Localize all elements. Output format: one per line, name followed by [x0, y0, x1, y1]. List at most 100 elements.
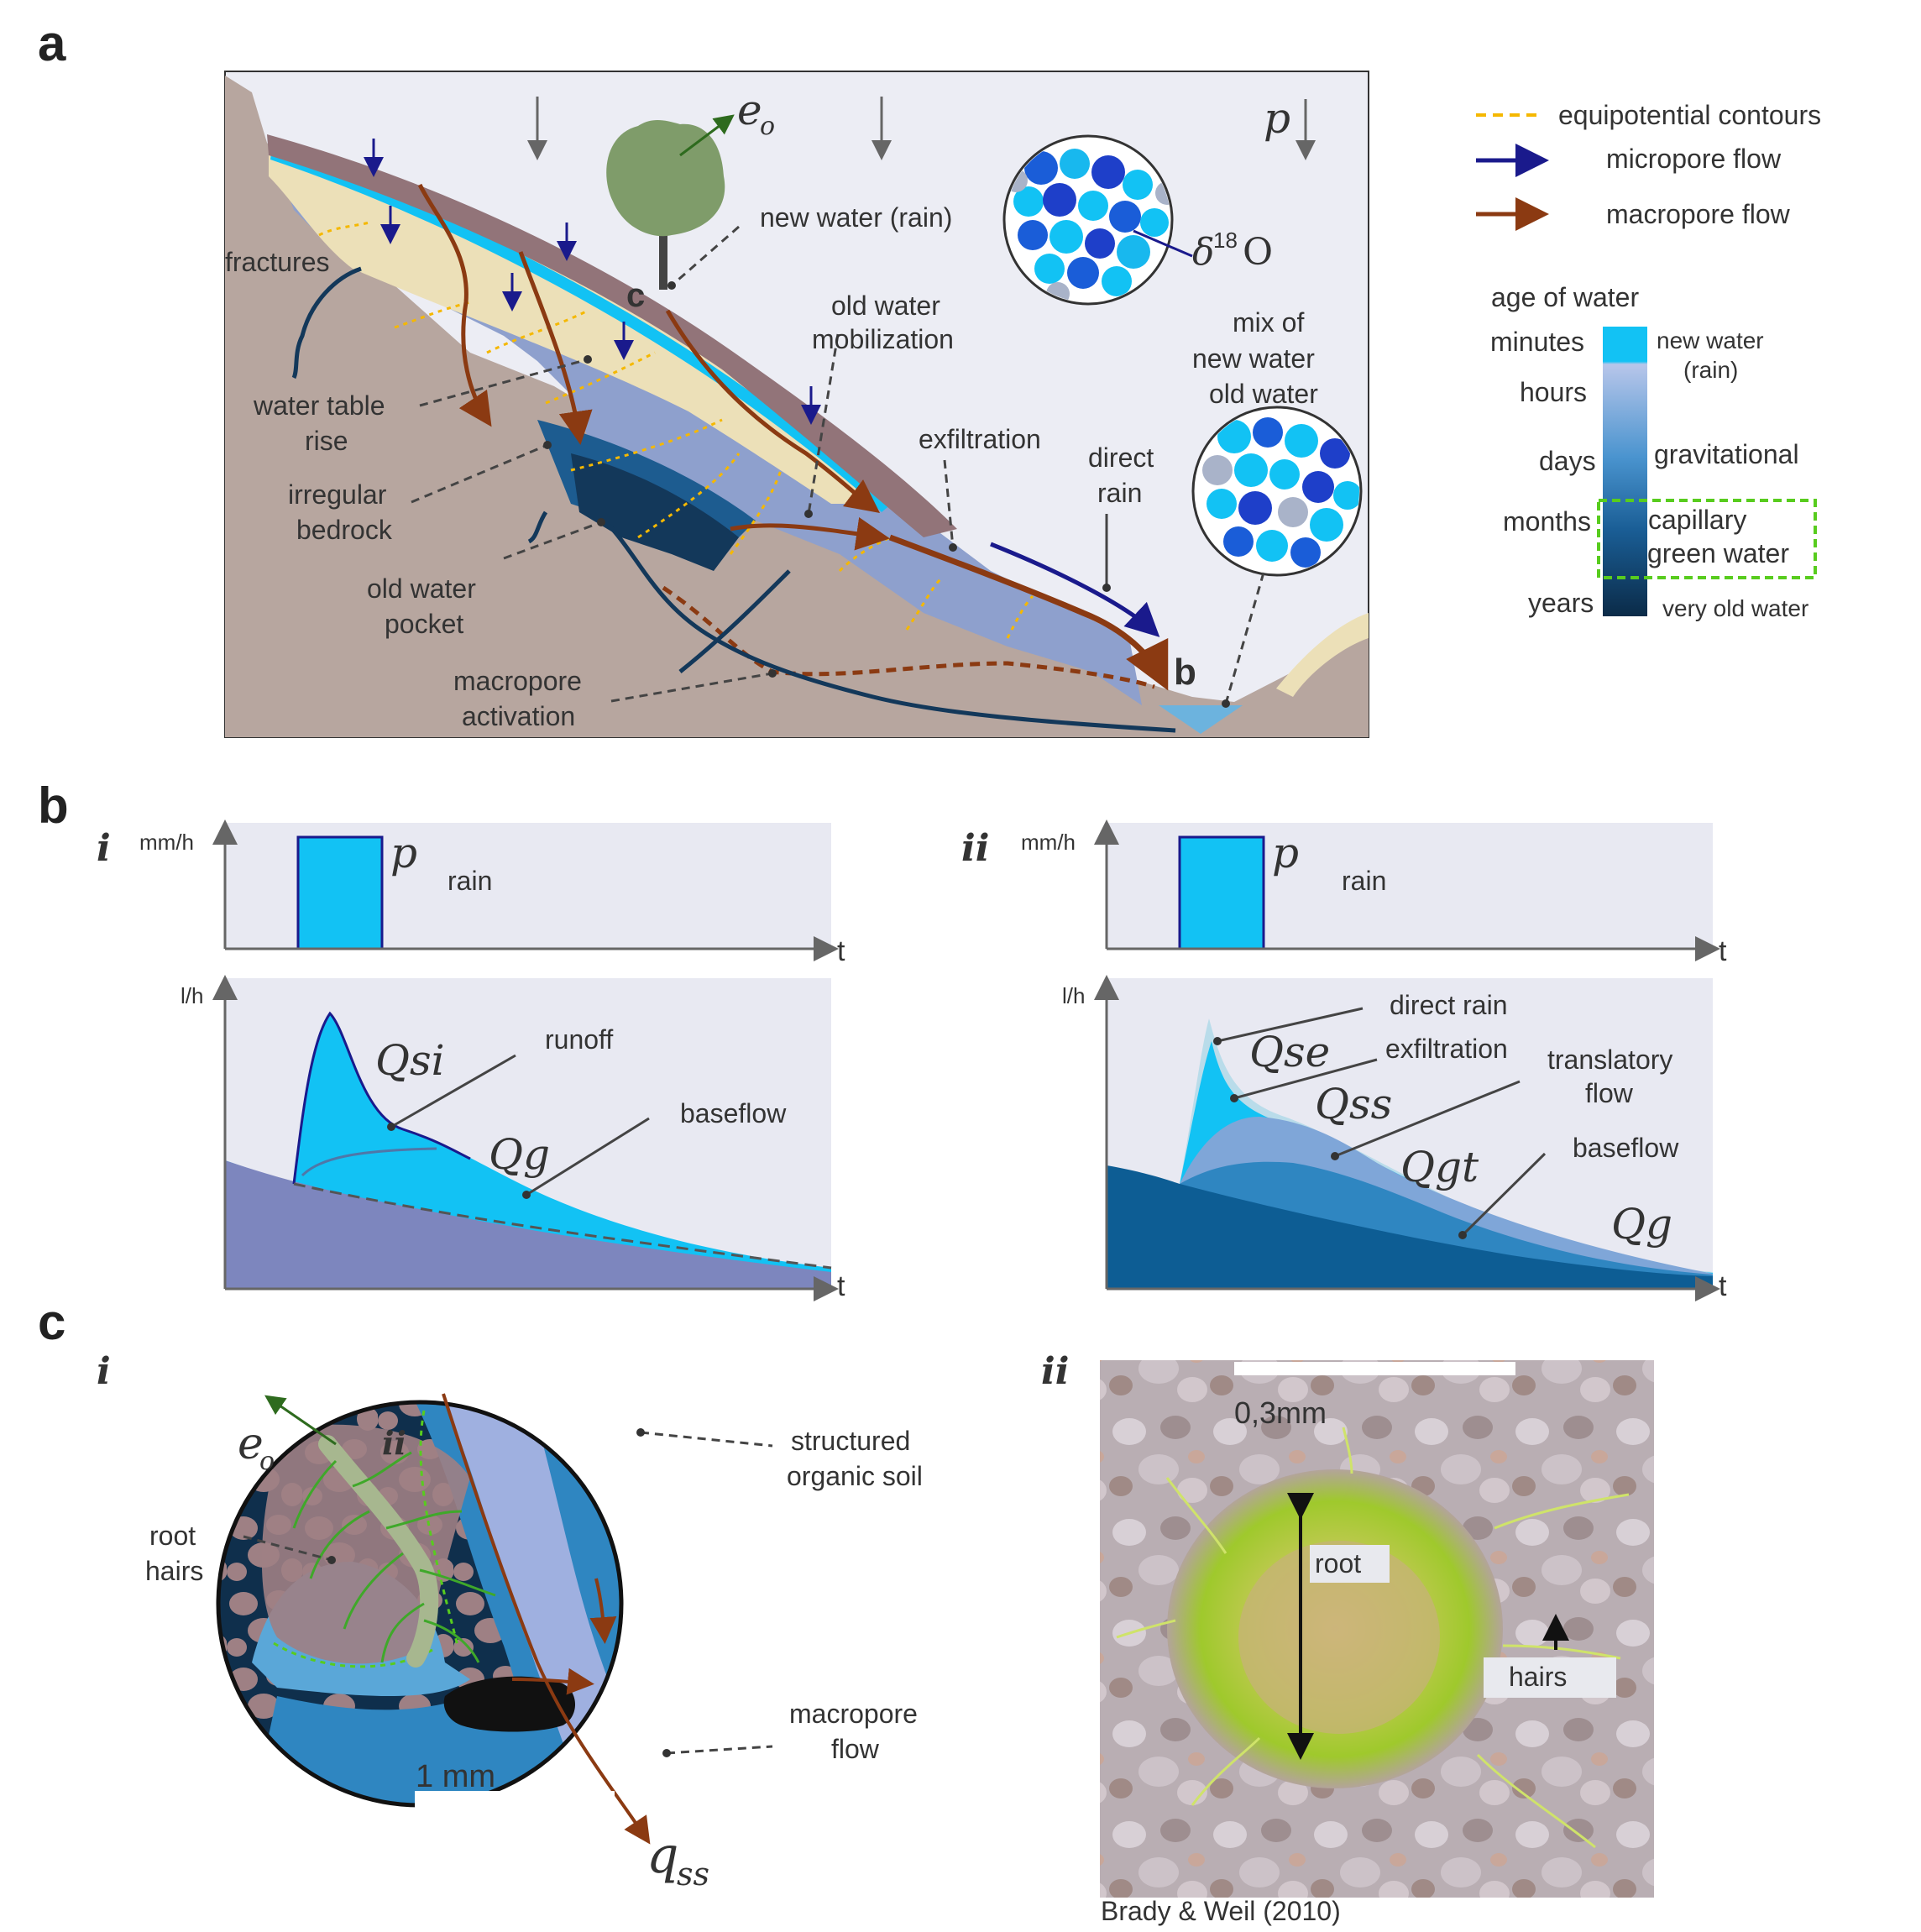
precip-symbol: p: [1264, 94, 1290, 143]
Qsi-label: Qsi: [375, 1036, 445, 1085]
label-exfiltration: exfiltration: [919, 424, 1041, 454]
baseflow-area: [225, 1160, 831, 1289]
evap-arrow-c: [264, 1395, 337, 1446]
ylabel-top-ii: mm/h: [1021, 830, 1076, 855]
macropore-label-c-1: macropore: [789, 1699, 918, 1729]
q-symbol: q: [646, 1826, 678, 1885]
valley-soil: [1276, 613, 1369, 697]
structured-label-2: organic soil: [787, 1461, 923, 1491]
age-colorbar: [1603, 327, 1647, 616]
sub-label-ci: i: [97, 1350, 111, 1393]
xlabel-top-ii: t: [1719, 935, 1727, 967]
p-symbol-i: p: [390, 829, 417, 877]
direct-rain-dot-ii: [1213, 1037, 1222, 1045]
isotope-element: O: [1243, 231, 1273, 274]
label-bedrock-1: irregular: [288, 479, 387, 510]
structured-label-1: structured: [791, 1426, 910, 1456]
panel-label-a: a: [38, 15, 66, 71]
root-hairs-leader: [243, 1535, 332, 1562]
tree-icon: [606, 120, 725, 290]
translatory-label-1: translatory: [1547, 1045, 1672, 1075]
new-water-inset: [1002, 134, 1174, 306]
root-hairs-label-2: hairs: [145, 1556, 203, 1586]
baseflow-label-ii: baseflow: [1573, 1133, 1679, 1163]
evap-arrow: [679, 114, 735, 157]
marker-b: b: [1174, 652, 1196, 693]
marker-c: c: [626, 277, 645, 314]
runoff-dot: [387, 1123, 395, 1131]
structured-dot: [636, 1428, 645, 1437]
hairs-label: hairs: [1509, 1662, 1567, 1692]
label-mix-1: mix of: [1233, 307, 1304, 338]
mixed-water-inset: [1191, 406, 1363, 577]
ii-mark: ii: [382, 1424, 406, 1462]
class-capillary: capillary: [1648, 505, 1746, 535]
root-label-bg: [1310, 1545, 1390, 1583]
age-hours: hours: [1520, 377, 1587, 407]
baseflow-label-i: baseflow: [680, 1098, 787, 1128]
panel-label-b: b: [38, 778, 69, 834]
Qg-label-ii: Qg: [1611, 1200, 1672, 1249]
evap-subscript: o: [760, 112, 775, 141]
isotope-pointer: [1133, 229, 1193, 258]
label-direct-rain-2: rain: [1097, 478, 1142, 508]
root-hairs-label-1: root: [149, 1521, 196, 1551]
bedrock: [225, 76, 1369, 737]
label-water-table-2: rise: [305, 426, 348, 456]
label-old-water-1: old water: [831, 291, 940, 321]
legend-equipotential: equipotential contours: [1558, 100, 1821, 130]
rain-label-ii: rain: [1342, 866, 1386, 896]
ylabel-bottom-i: l/h: [181, 983, 203, 1008]
organic-top-layer: [267, 134, 957, 537]
label-mix-2: new water: [1192, 343, 1315, 374]
soil-microscale-circle: e o ii 1 mm q ss root hairs structured o…: [145, 1393, 923, 1893]
age-days: days: [1539, 446, 1596, 476]
root-icon: [318, 1435, 439, 1668]
label-water-table-1: water table: [253, 390, 385, 421]
age-months: months: [1503, 506, 1591, 537]
legend: equipotential contours micropore flow ma…: [1476, 100, 1821, 621]
legend-macropore: macropore flow: [1606, 199, 1791, 229]
root-hairs-dot: [327, 1556, 336, 1564]
structured-leader: [640, 1431, 773, 1448]
direct-rain-leader-ii: [1217, 1007, 1364, 1043]
qsi-inner-curve: [301, 1147, 437, 1177]
evap-symbol-c: e: [238, 1419, 264, 1469]
root-micrograph: 0,3mm root hairs: [1100, 1360, 1654, 1898]
Qse-label: Qse: [1249, 1028, 1330, 1076]
label-pocket-1: old water: [367, 573, 476, 604]
qsi-curve: [292, 1011, 471, 1185]
macropore-dot-c: [662, 1749, 671, 1757]
sub-label-bii: ii: [961, 827, 989, 870]
aggregate: [261, 1424, 470, 1664]
class-new-1: new water: [1657, 327, 1764, 353]
evap-symbol: e: [737, 86, 762, 134]
baseflow-leader-i: [526, 1117, 650, 1196]
leader-dots: [543, 281, 1230, 708]
direct-rain-arrow: [990, 542, 1160, 637]
exfiltration-dot-ii: [1230, 1094, 1238, 1102]
runoff-label: runoff: [545, 1024, 613, 1055]
leader-lines: [411, 225, 1265, 704]
p-symbol-ii: p: [1272, 829, 1299, 877]
hydrograph-ii: l/h t Qse Qss Qgt Qg direct rain exfiltr…: [1062, 975, 1727, 1302]
hydrograph-i: l/h t Qsi Qg runoff baseflow: [181, 975, 845, 1302]
age-years: years: [1528, 588, 1594, 618]
green-water-box: [1597, 499, 1817, 579]
stream: [1159, 705, 1243, 734]
root-label: root: [1315, 1548, 1361, 1579]
green-water-contour-2: [419, 1410, 459, 1647]
hyetograph-i: mm/h t p rain: [139, 819, 845, 967]
label-pocket-2: pocket: [385, 609, 463, 639]
class-very-old: very old water: [1662, 595, 1808, 621]
class-gravitational: gravitational: [1654, 439, 1799, 469]
baseflow-dot-i: [522, 1191, 531, 1199]
class-new-2: (rain): [1683, 357, 1738, 383]
image-credit: Brady & Weil (2010): [1101, 1896, 1341, 1926]
label-macropore-2: activation: [462, 701, 575, 731]
label-macropore-1: macropore: [453, 666, 582, 696]
Qss-label: Qss: [1315, 1080, 1392, 1128]
macropore-arrows: [417, 183, 1169, 691]
